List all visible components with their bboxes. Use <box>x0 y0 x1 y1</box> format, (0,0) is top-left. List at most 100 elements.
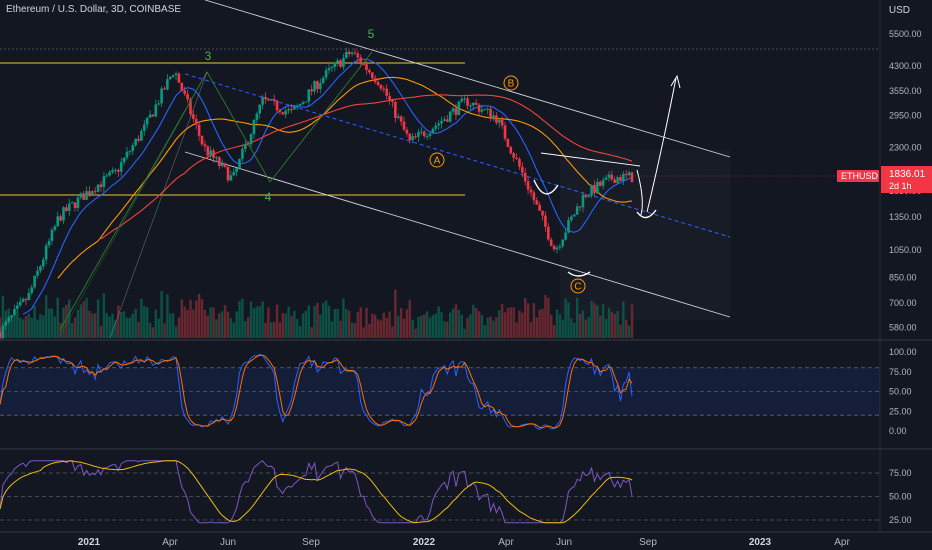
candle-body <box>561 239 565 247</box>
volume-bar <box>108 316 111 338</box>
volume-bar <box>134 308 137 338</box>
candle-body <box>339 60 342 67</box>
volume-bar <box>186 309 189 338</box>
rsi-tick-label: 75.00 <box>889 468 912 478</box>
candle-body <box>575 206 579 215</box>
wave-label-C: C <box>574 282 581 293</box>
volume-bar <box>518 310 521 338</box>
volume-bar <box>362 327 365 338</box>
candle-body <box>238 158 241 169</box>
candle-body <box>567 219 570 233</box>
volume-bar <box>246 317 250 338</box>
volume-bar <box>59 322 62 338</box>
volume-bar <box>347 310 351 338</box>
candle-body <box>598 181 602 186</box>
candle-body <box>385 88 389 96</box>
volume-bar <box>91 313 94 338</box>
volume-bar <box>160 291 163 338</box>
volume-bar <box>122 311 126 338</box>
volume-bar <box>503 312 507 338</box>
volume-bar <box>36 319 39 338</box>
volume-bar <box>613 313 616 338</box>
candle-body <box>373 78 377 83</box>
volume-bar <box>195 300 198 338</box>
candle-body <box>261 96 264 105</box>
candle-body <box>480 109 484 112</box>
volume-bar <box>397 316 400 338</box>
candle-body <box>131 145 135 152</box>
candle-body <box>287 109 290 111</box>
candle-body <box>137 138 140 141</box>
candle-body <box>200 135 204 145</box>
candle-body <box>275 100 279 111</box>
volume-bar <box>137 322 140 338</box>
volume-bar <box>117 305 120 338</box>
volume-bar <box>558 314 562 338</box>
candle-body <box>313 81 316 92</box>
volume-bar <box>330 321 334 338</box>
volume-bar <box>434 313 437 338</box>
volume-bar <box>532 303 536 338</box>
x-tick-label: Jun <box>220 537 236 548</box>
candle-body <box>316 81 319 90</box>
volume-bar <box>368 323 371 338</box>
rsi-ma-line <box>0 460 633 524</box>
volume-bar <box>353 323 357 338</box>
candle-body <box>578 206 582 208</box>
candle-body <box>376 82 380 85</box>
rsi-tick-label: 25.00 <box>889 515 912 525</box>
candle-body <box>174 73 178 76</box>
candle-body <box>362 64 365 66</box>
volume-bar <box>622 301 625 338</box>
candle-body <box>593 185 596 194</box>
candle-body <box>359 57 363 65</box>
volume-bar <box>388 311 391 338</box>
candle-body <box>99 184 103 187</box>
volume-bar <box>232 322 235 338</box>
neckline <box>540 152 641 167</box>
candle-body <box>119 162 123 172</box>
volume-bar <box>13 309 16 338</box>
candle-body <box>180 82 184 91</box>
wave-line <box>109 71 208 339</box>
swing-arc-3 <box>636 209 657 219</box>
candle-body <box>535 200 539 205</box>
volume-bar <box>143 306 146 338</box>
volume-bar <box>174 326 178 338</box>
volume-bar <box>177 317 181 338</box>
volume-bar <box>125 317 129 338</box>
volume-bar <box>183 306 186 338</box>
x-tick-label: Apr <box>498 537 514 548</box>
swing-arc-1 <box>533 179 559 195</box>
volume-bar <box>313 305 316 338</box>
candle-body <box>209 150 212 156</box>
price-tick-label: 580.00 <box>889 322 917 332</box>
x-tick-label: Apr <box>834 537 850 548</box>
volume-bar <box>255 306 259 338</box>
volume-bar <box>555 309 559 338</box>
volume-bar <box>33 305 36 338</box>
projection-arrowhead <box>670 74 681 89</box>
candle-body <box>183 90 186 94</box>
volume-bar <box>417 316 420 338</box>
volume-bar <box>333 309 336 338</box>
volume-bar <box>229 318 233 338</box>
volume-bar <box>601 304 605 338</box>
volume-bar <box>339 320 342 338</box>
volume-bar <box>131 313 134 338</box>
volume-bar <box>261 301 264 338</box>
candle-body <box>307 89 311 102</box>
volume-bar <box>541 308 544 338</box>
volume-bar <box>192 309 195 338</box>
volume-bar <box>301 313 305 338</box>
volume-bar <box>408 299 411 338</box>
price-tick-label: 850.00 <box>889 273 917 283</box>
volume-bar <box>463 328 466 338</box>
volume-bar <box>278 322 282 338</box>
volume-bar <box>120 311 123 338</box>
candle-body <box>290 109 293 111</box>
volume-bar <box>480 315 484 338</box>
candle-body <box>492 115 495 119</box>
chart-title: Ethereum / U.S. Dollar, 3D, COINBASE <box>6 4 182 15</box>
